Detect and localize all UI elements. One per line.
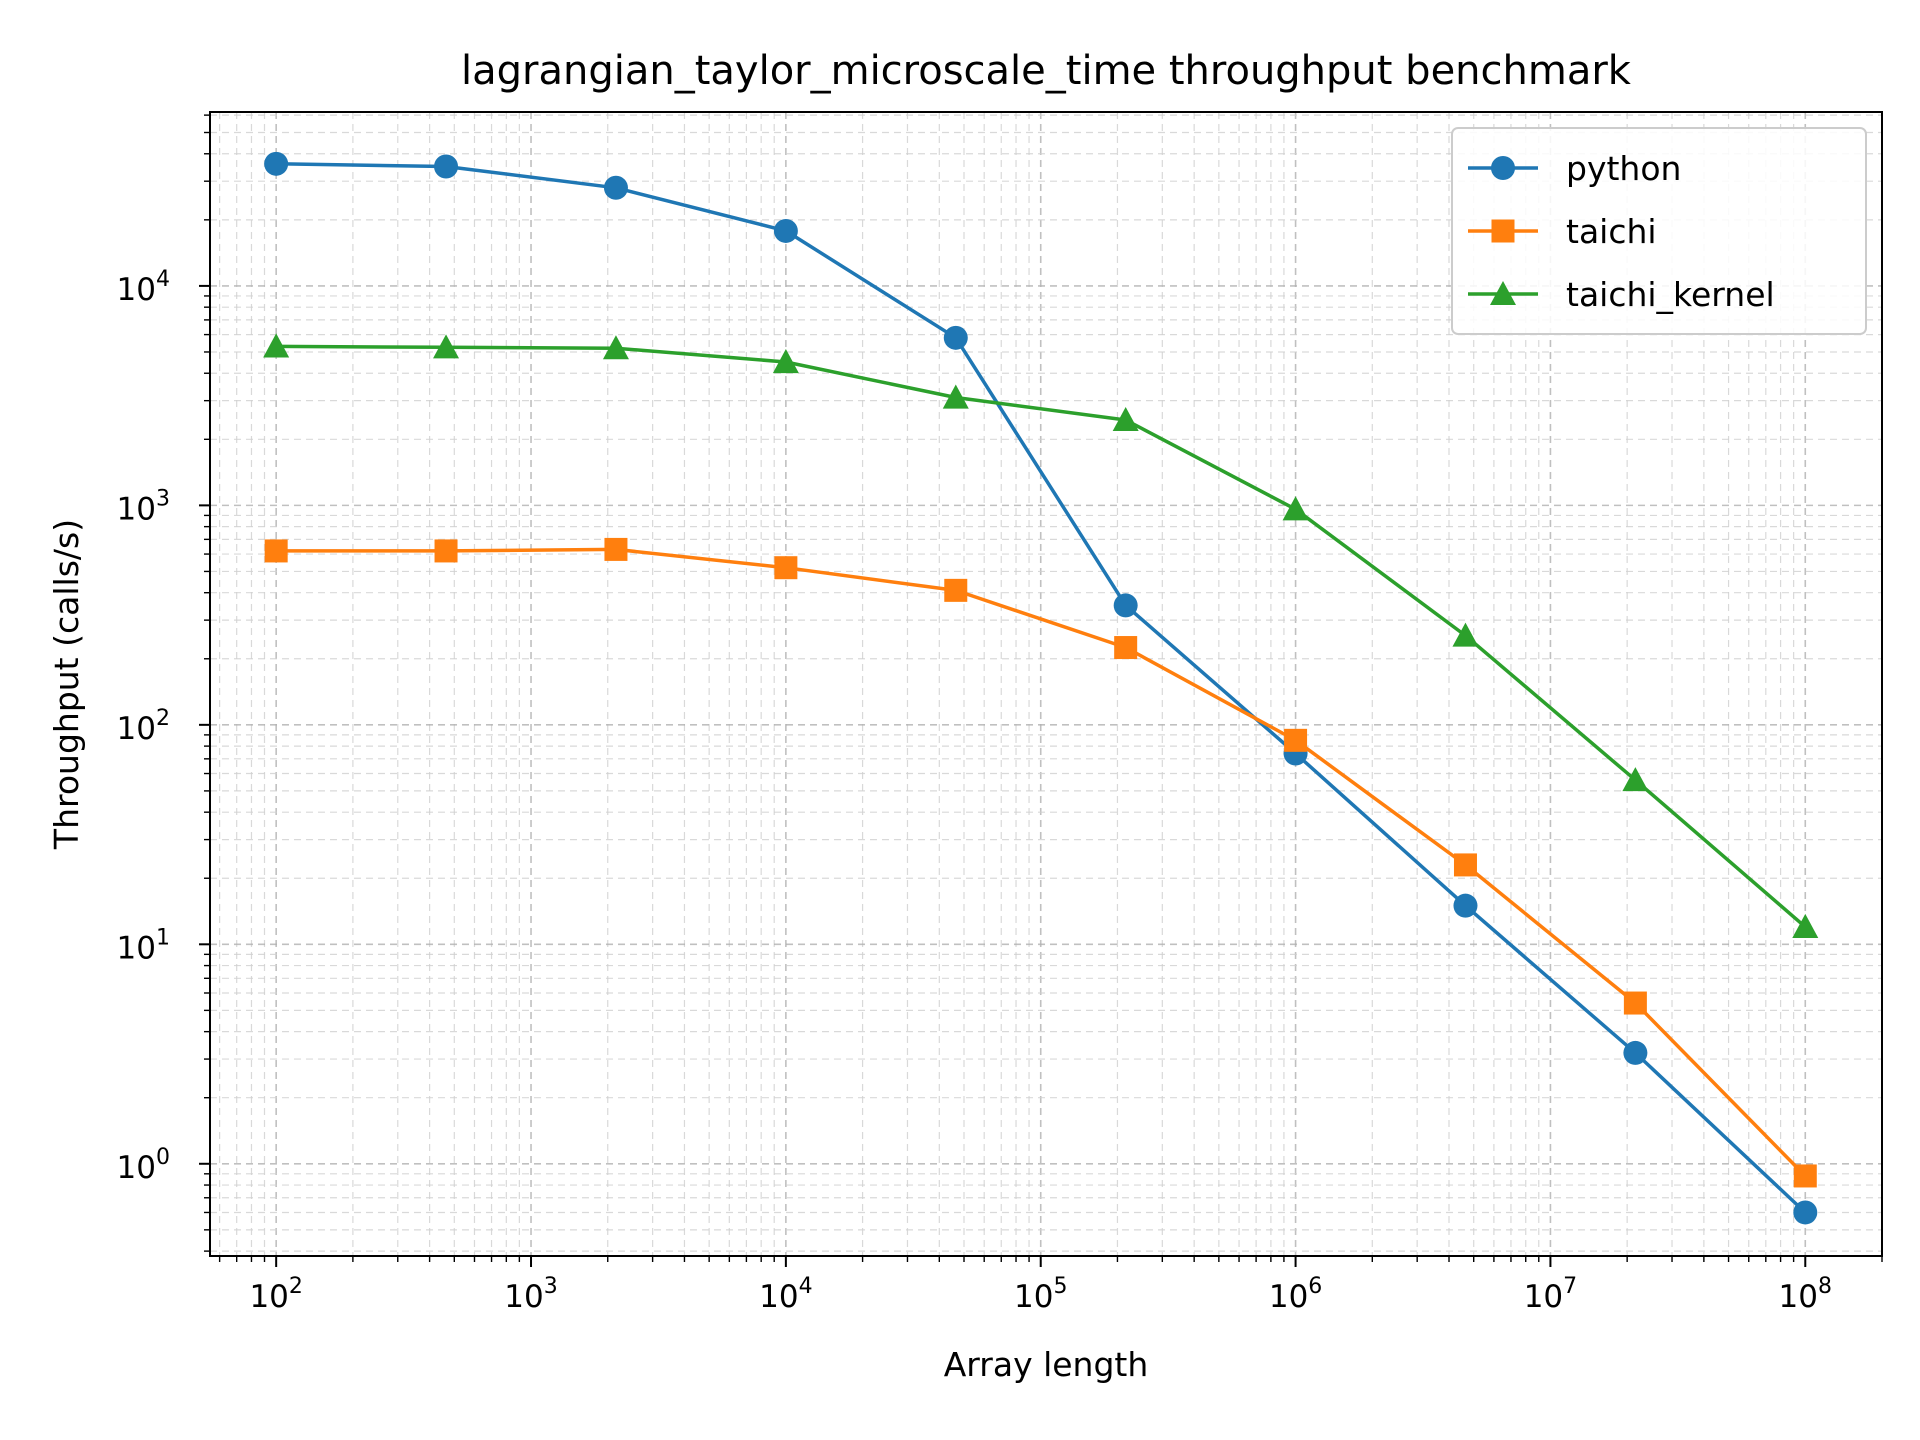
data-point-taichi [944,578,968,602]
series-line-taichi [276,547,1807,1178]
data-point-taichi [1623,991,1647,1015]
data-point-taichi [1793,1164,1817,1188]
data-point-taichi [774,556,798,580]
legend-marker-python [1491,156,1515,180]
data-point-taichi_kernel [772,349,799,374]
data-point-taichi [604,537,628,561]
data-point-taichi_kernel [1452,622,1479,647]
legend-item-taichi_kernel: taichi_kernel [1468,275,1775,314]
series-line-python [276,162,1807,1214]
legend-marker-taichi [1491,219,1515,243]
legend-marker-taichi_kernel [1490,281,1516,306]
data-point-taichi_kernel [1282,496,1309,521]
plot-frame [209,111,1883,1257]
legend-box [1451,127,1867,335]
legend-item-python: python [1468,149,1681,188]
data-point-python [1793,1200,1818,1225]
legend-item-taichi: taichi [1468,212,1657,251]
legend-label: python [1566,149,1681,188]
data-point-taichi [434,539,458,563]
data-point-taichi_kernel [263,333,290,358]
series-taichi_kernel [263,333,1819,938]
series-layer [263,151,1819,1225]
data-point-taichi_kernel [1622,767,1649,792]
series-python [264,151,1818,1225]
data-point-python [264,151,289,176]
data-point-taichi_kernel [1112,406,1139,432]
data-point-taichi [1453,853,1477,877]
data-point-taichi [1284,728,1308,752]
legend: python taichi taichi_kernel [1451,127,1867,335]
data-point-taichi_kernel [602,335,629,360]
data-point-taichi_kernel [942,384,969,409]
data-point-taichi_kernel [1792,913,1819,938]
legend-label: taichi_kernel [1566,275,1775,314]
data-point-python [434,154,459,179]
data-point-python [603,175,628,200]
legend-label: taichi [1566,212,1657,251]
data-point-python [1623,1040,1648,1065]
chart-title: lagrangian_taylor_microscale_time throug… [461,48,1632,94]
y-axis-label: Throughput (calls/s) [47,519,86,850]
data-point-taichi [264,539,288,563]
series-taichi [264,537,1817,1188]
data-point-python [1113,593,1138,618]
series-line-taichi_kernel [276,344,1807,929]
data-point-python [943,325,968,350]
data-point-python [773,218,798,243]
data-point-taichi [1114,636,1138,660]
x-axis-label: Array length [944,1345,1149,1384]
data-point-taichi_kernel [433,334,460,359]
data-point-python [1453,893,1478,918]
